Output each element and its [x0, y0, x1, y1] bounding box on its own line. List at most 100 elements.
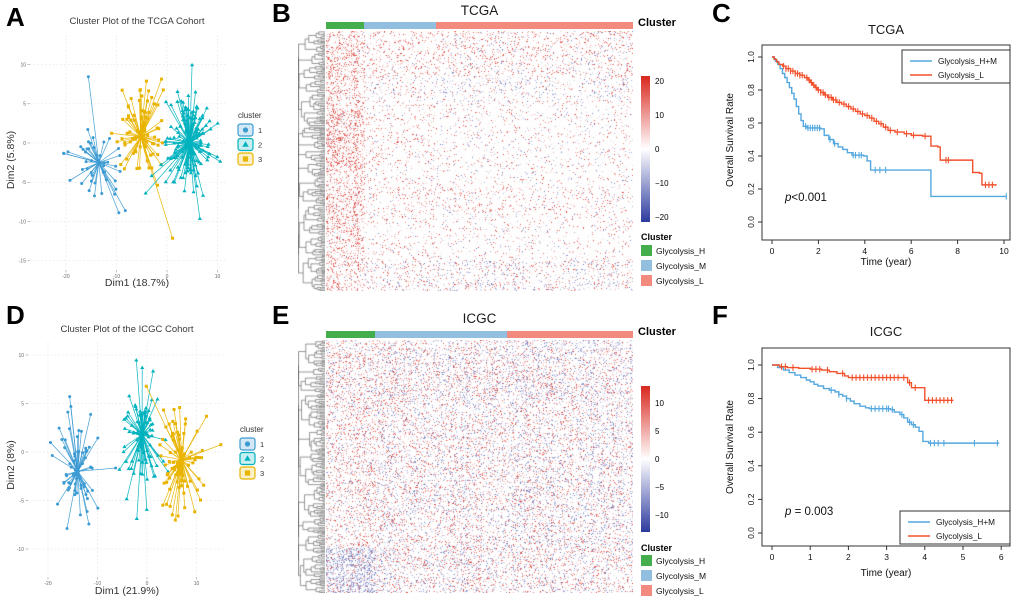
svg-text:0.2: 0.2 — [746, 183, 756, 195]
colorbar-tick: −5 — [655, 483, 665, 493]
cluster-annotation-bar — [326, 22, 633, 29]
panel-f-letter: F — [712, 300, 728, 330]
svg-text:-20: -20 — [62, 274, 69, 280]
x-axis-label: Time (year) — [861, 568, 912, 579]
panel-a-letter: A — [6, 2, 25, 32]
x-axis-label: Time (year) — [861, 257, 912, 268]
svg-text:-10: -10 — [19, 219, 26, 225]
svg-text:3: 3 — [260, 469, 264, 478]
svg-text:1.0: 1.0 — [746, 51, 756, 63]
legend-swatch-glycolysis-l — [641, 585, 652, 596]
legend-label: Glycolysis_M — [656, 260, 707, 271]
svg-text:Glycolysis_L: Glycolysis_L — [938, 71, 984, 80]
y-axis-label: Overall Survival Rate — [725, 400, 736, 494]
svg-text:2: 2 — [846, 552, 851, 562]
annotation-segment — [435, 22, 633, 29]
panel-e-letter: E — [272, 300, 290, 330]
legend-label: Glycolysis_L — [656, 275, 704, 286]
colorbar-tick: 20 — [655, 77, 664, 87]
svg-text:-15: -15 — [19, 259, 26, 265]
y-axis-label: Dim2 (8%) — [5, 440, 17, 490]
svg-text:5: 5 — [21, 401, 24, 407]
legend-title: cluster — [238, 111, 262, 120]
svg-text:4: 4 — [922, 552, 927, 562]
colorbar-tick: 10 — [655, 111, 664, 121]
x-axis-label: Dim1 (21.9%) — [95, 585, 159, 597]
svg-text:10: 10 — [999, 246, 1009, 256]
annotation-segment — [364, 22, 436, 29]
svg-text:1: 1 — [260, 440, 264, 449]
annotation-segment — [507, 331, 633, 338]
svg-text:6: 6 — [999, 552, 1004, 562]
panel-c-letter: C — [712, 0, 731, 28]
colorbar-tick: −10 — [655, 178, 669, 188]
colorbar-tick: 10 — [655, 398, 664, 408]
legend-swatch-glycolysis-m — [641, 570, 652, 581]
heatmap-title: TCGA — [460, 3, 499, 18]
legend-item: Glycolysis_H — [641, 555, 705, 566]
svg-text:Glycolysis_H+M: Glycolysis_H+M — [936, 518, 995, 527]
svg-text:5: 5 — [961, 552, 966, 562]
svg-text:0: 0 — [770, 552, 775, 562]
svg-text:-10: -10 — [94, 581, 101, 587]
legend-swatch-glycolysis-h — [641, 245, 652, 256]
km-curves: 0 2 4 6 8 10 0.0 0.2 0.4 0.6 0.8 1.0 Glycolysis_H+M G… — [746, 44, 1011, 256]
panel-a: A Cluster Plot of the TCGA Cohort -20 -10… — [0, 0, 270, 300]
svg-text:0.4: 0.4 — [746, 460, 756, 472]
legend-swatch-glycolysis-l — [641, 275, 652, 286]
panel-d: D Cluster Plot of the ICGC Cohort -20 -10… — [0, 300, 270, 605]
heatmap-title: ICGC — [462, 311, 497, 326]
svg-text:0.6: 0.6 — [746, 117, 756, 129]
cluster-points — [48, 358, 223, 530]
svg-text:2: 2 — [258, 141, 262, 150]
svg-text:10: 10 — [215, 274, 221, 280]
colorbar-tick: −20 — [655, 212, 669, 222]
legend-label: Glycolysis_M — [656, 570, 707, 581]
legend-swatch-glycolysis-m — [641, 260, 652, 271]
svg-text:2: 2 — [816, 246, 821, 256]
annotation-segment — [326, 22, 365, 29]
legend-label: Glycolysis_H — [656, 555, 706, 566]
cluster-plot-icgc: Cluster Plot of the ICGC Cohort -20 -10 0 1… — [5, 324, 264, 597]
legend-item: Glycolysis_L — [641, 275, 704, 286]
panel-f: F ICGC 0 1 2 3 4 5 6 0.0 0.2 0.4 0.6 0.8 1.0 Glycolys… — [710, 300, 1020, 605]
legend-label: Glycolysis_H — [656, 245, 706, 256]
legend-item: Glycolysis_L — [641, 585, 704, 596]
heatmap-legend-title: Cluster — [641, 543, 673, 553]
svg-text:0.2: 0.2 — [746, 493, 756, 505]
cluster-plot-tcga: Cluster Plot of the TCGA Cohort -20 -10 0 1… — [5, 16, 262, 289]
svg-text:0.8: 0.8 — [746, 392, 756, 404]
svg-text:0: 0 — [23, 141, 26, 147]
legend-swatch-glycolysis-h — [641, 555, 652, 566]
svg-text:3: 3 — [258, 155, 262, 164]
colorbar — [641, 76, 650, 222]
cluster-legend: 1 2 3 — [237, 123, 262, 166]
panel-b: B TCGA Cluster Cluster Glycolysis_H Glyc… — [270, 0, 710, 300]
heatmap-legend-title: Cluster — [641, 232, 673, 242]
heatmap-canvas — [326, 31, 633, 291]
legend-item: Glycolysis_M — [641, 260, 706, 271]
svg-text:4: 4 — [862, 246, 867, 256]
colorbar — [641, 386, 650, 532]
svg-text:6: 6 — [909, 246, 914, 256]
svg-text:3: 3 — [884, 552, 889, 562]
svg-text:-20: -20 — [44, 581, 51, 587]
svg-text:10: 10 — [20, 62, 26, 68]
row-dendrogram — [298, 31, 325, 291]
svg-text:5: 5 — [23, 102, 26, 108]
svg-text:10: 10 — [18, 353, 24, 359]
svg-text:-10: -10 — [17, 547, 24, 553]
annotation-bar-label: Cluster — [638, 17, 676, 29]
svg-text:0.0: 0.0 — [746, 216, 756, 228]
annotation-bar-label: Cluster — [638, 326, 676, 338]
plot-title: Cluster Plot of the TCGA Cohort — [70, 16, 205, 27]
km-curves: 0 1 2 3 4 5 6 0.0 0.2 0.4 0.6 0.8 1.0 Glycolysis_H+M G… — [746, 347, 1011, 562]
annotation-segment — [326, 331, 376, 338]
cluster-annotation-bar — [326, 331, 633, 338]
plot-title: ICGC — [870, 324, 903, 339]
colorbar-tick: 0 — [655, 145, 660, 154]
svg-text:0: 0 — [146, 581, 149, 587]
svg-text:0.4: 0.4 — [746, 150, 756, 162]
row-dendrogram — [298, 340, 325, 593]
